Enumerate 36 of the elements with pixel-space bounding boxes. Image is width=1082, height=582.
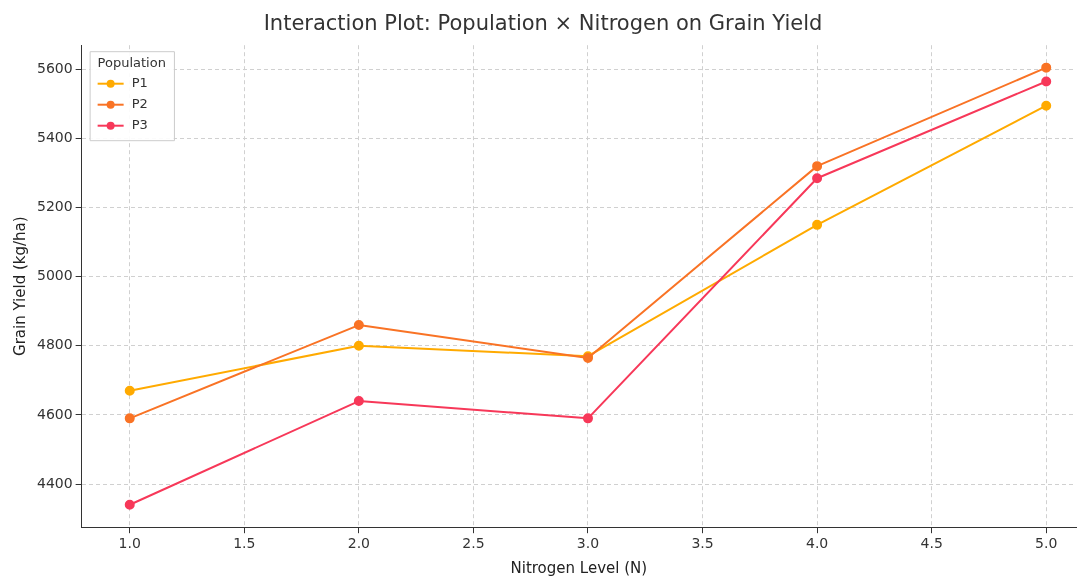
y-tick-label: 5000	[36, 267, 73, 284]
x-tick-label: 3.0	[576, 535, 600, 552]
point	[1041, 62, 1052, 73]
x-tick-label: 1.0	[118, 535, 141, 552]
legend-label: P2	[131, 96, 148, 112]
y-axis-title: Grain Yield (kg/ha)	[10, 216, 29, 356]
x-tick-label: 4.0	[805, 535, 829, 552]
point	[124, 413, 135, 424]
chart-title: Interaction Plot: Population × Nitrogen on Grain Yield	[263, 11, 823, 36]
y-tick-label: 4800	[36, 336, 73, 353]
point	[353, 396, 364, 407]
x-tick-label: 5.0	[1035, 535, 1058, 552]
point	[812, 173, 823, 184]
point	[1041, 100, 1052, 111]
point	[582, 413, 593, 424]
x-tick-label: 2.0	[347, 535, 370, 552]
y-tick-label: 5200	[36, 198, 73, 215]
legend-label: P3	[131, 117, 148, 133]
x-tick-label: 2.5	[462, 535, 485, 552]
y-tick-label: 5400	[36, 129, 73, 146]
y-tick-label: 4400	[36, 474, 73, 491]
x-axis-title: Nitrogen Level (N)	[510, 558, 648, 577]
x-tick-label: 1.5	[233, 535, 256, 552]
x-tick-label: 3.5	[691, 535, 714, 552]
point	[353, 320, 364, 331]
legend-title: Population	[97, 54, 166, 70]
point	[1041, 76, 1052, 87]
legend-label: P1	[131, 75, 148, 91]
point	[124, 499, 135, 510]
point	[353, 340, 364, 351]
point	[812, 219, 823, 230]
point	[812, 161, 823, 172]
y-tick-label: 4600	[36, 405, 73, 422]
y-tick-label: 5600	[36, 60, 73, 77]
x-tick-label: 4.5	[920, 535, 943, 552]
point	[124, 385, 135, 396]
